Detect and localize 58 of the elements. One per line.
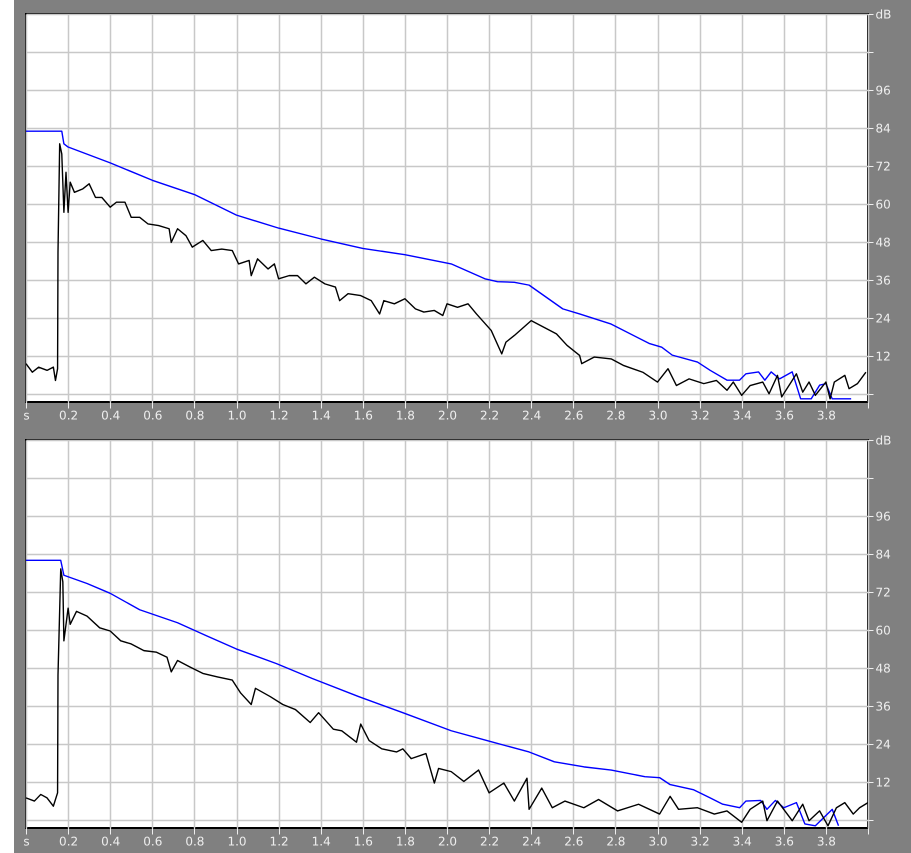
x-tick-label: 1.4 bbox=[312, 408, 331, 422]
x-tick-label: 0.4 bbox=[101, 834, 120, 848]
x-tick-label: 2.6 bbox=[564, 834, 584, 848]
y-tick-label: 12 bbox=[876, 776, 891, 790]
x-tick-label: 1.2 bbox=[270, 834, 289, 848]
x-tick-label: 3.6 bbox=[774, 834, 794, 848]
x-tick-label: 1.6 bbox=[354, 834, 373, 848]
x-tick-label: 1.8 bbox=[396, 408, 415, 422]
x-tick-label: 3.6 bbox=[774, 408, 794, 422]
y-tick-label: 24 bbox=[876, 312, 891, 326]
x-tick-label: 0.2 bbox=[59, 408, 78, 422]
x-tick-label: 1.0 bbox=[227, 408, 247, 422]
y-tick-label: 48 bbox=[876, 236, 891, 250]
x-tick-label: 3.8 bbox=[816, 834, 836, 848]
x-tick-label: 1.8 bbox=[396, 834, 415, 848]
x-tick-label: 2.4 bbox=[522, 408, 542, 422]
y-tick-label: dB bbox=[876, 434, 892, 448]
x-tick-label: 2.6 bbox=[564, 408, 584, 422]
x-tick-label: 3.2 bbox=[690, 408, 710, 422]
x-tick-label: 2.2 bbox=[480, 408, 500, 422]
x-tick-label: 3.2 bbox=[690, 834, 710, 848]
x-tick-label: 1.6 bbox=[354, 408, 373, 422]
x-tick-label: s bbox=[23, 408, 30, 422]
x-tick-label: 0.8 bbox=[185, 834, 204, 848]
y-tick-label: 60 bbox=[876, 624, 891, 638]
x-tick-label: 0.2 bbox=[59, 834, 78, 848]
x-tick-label: 1.0 bbox=[227, 834, 247, 848]
x-tick-label: 3.0 bbox=[648, 408, 668, 422]
y-tick-label: dB bbox=[876, 8, 892, 22]
y-tick-label: 12 bbox=[876, 350, 891, 364]
x-tick-label: 0.4 bbox=[101, 408, 120, 422]
x-tick-label: 2.2 bbox=[480, 834, 500, 848]
x-tick-label: 0.6 bbox=[143, 408, 162, 422]
x-tick-label: s bbox=[23, 834, 30, 848]
x-tick-label: 2.8 bbox=[606, 834, 626, 848]
y-tick-label: 24 bbox=[876, 738, 891, 752]
y-tick-label: 96 bbox=[876, 510, 891, 524]
y-tick-label: 60 bbox=[876, 198, 891, 212]
y-tick-label: 84 bbox=[876, 122, 891, 136]
x-tick-label: 0.8 bbox=[185, 408, 204, 422]
y-tick-label: 48 bbox=[876, 662, 891, 676]
x-tick-label: 3.4 bbox=[732, 834, 752, 848]
y-tick-label: 72 bbox=[876, 160, 891, 174]
y-tick-label: 72 bbox=[876, 586, 891, 600]
x-tick-label: 3.8 bbox=[816, 408, 836, 422]
x-tick-label: 1.2 bbox=[270, 408, 289, 422]
y-tick-label: 36 bbox=[876, 274, 891, 288]
x-tick-label: 0.6 bbox=[143, 834, 162, 848]
x-tick-label: 2.0 bbox=[438, 834, 458, 848]
y-tick-label: 36 bbox=[876, 700, 891, 714]
x-tick-label: 2.8 bbox=[606, 408, 626, 422]
x-tick-label: 1.4 bbox=[312, 834, 331, 848]
x-tick-label: 3.0 bbox=[648, 834, 668, 848]
x-tick-label: 2.0 bbox=[438, 408, 458, 422]
y-tick-label: 96 bbox=[876, 84, 891, 98]
x-tick-label: 2.4 bbox=[522, 834, 542, 848]
x-tick-label: 3.4 bbox=[732, 408, 752, 422]
y-tick-label: 84 bbox=[876, 548, 891, 562]
